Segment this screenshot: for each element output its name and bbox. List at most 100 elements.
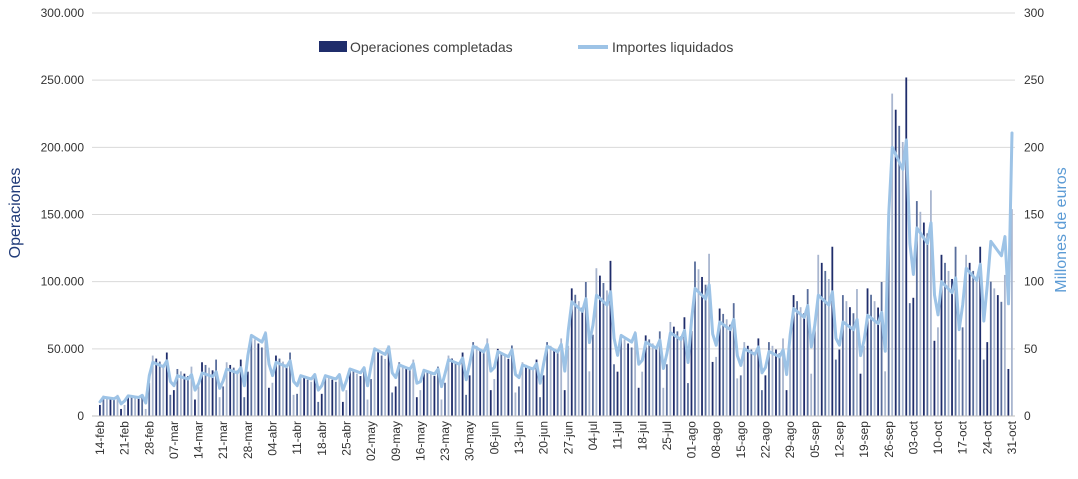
bar <box>852 313 855 416</box>
x-tick-label: 16-may <box>413 421 427 461</box>
bar <box>426 371 429 416</box>
bar <box>757 338 760 416</box>
bar <box>641 371 644 416</box>
bar <box>595 268 598 416</box>
bar <box>778 353 781 416</box>
x-tick-label: 04-abr <box>266 421 280 456</box>
bar <box>989 281 992 416</box>
bar <box>834 359 837 416</box>
bar <box>398 362 401 416</box>
bar <box>201 362 203 416</box>
bar <box>510 345 513 416</box>
bar <box>782 338 784 416</box>
bar <box>440 399 443 416</box>
x-tick-label: 14-mar <box>192 421 206 459</box>
bar <box>563 390 566 416</box>
bar <box>475 345 478 416</box>
bar <box>701 276 703 416</box>
bar <box>926 233 929 416</box>
bar <box>602 283 605 416</box>
bar <box>194 399 196 416</box>
bar <box>528 367 531 416</box>
bar <box>387 345 390 416</box>
bar <box>937 327 939 416</box>
bar <box>468 375 471 416</box>
bar <box>169 394 172 416</box>
left-axis-ticks: 0 50.000 100.000 150.000 200.000 250.000 300.0… <box>41 6 85 423</box>
left-tick-label: 0 <box>77 409 84 423</box>
bar <box>577 301 580 416</box>
bar <box>317 401 320 416</box>
bar <box>901 141 904 416</box>
bar <box>887 238 890 416</box>
x-tick-label: 13-jun <box>512 421 526 454</box>
bar <box>961 327 964 416</box>
bar <box>444 382 446 416</box>
bar <box>824 270 827 416</box>
x-tick-label: 22-ago <box>759 421 773 459</box>
bar <box>127 395 129 416</box>
x-tick-label: 09-may <box>389 421 403 461</box>
bar <box>120 408 122 416</box>
x-axis-ticks: 14-feb 21-feb 28-feb 07-mar 14-mar 21-mar 28-m… <box>93 420 1019 461</box>
bar <box>190 366 193 416</box>
bar <box>144 408 147 416</box>
bar <box>521 362 524 416</box>
bar <box>106 396 108 416</box>
bar <box>553 349 556 416</box>
right-tick-label: 200 <box>1024 140 1044 154</box>
x-tick-label: 10-oct <box>931 420 945 454</box>
bar <box>356 373 358 416</box>
bar <box>546 342 548 416</box>
bar <box>736 378 739 416</box>
bar <box>768 342 770 416</box>
bar <box>806 289 809 416</box>
right-tick-label: 0 <box>1024 409 1031 423</box>
left-tick-label: 100.000 <box>41 275 85 289</box>
bar <box>327 377 330 416</box>
bar <box>891 93 894 416</box>
bar <box>687 383 689 416</box>
bar <box>651 343 654 416</box>
bar <box>373 348 376 416</box>
right-axis-ticks: 0 50 100 150 200 250 300 <box>1024 6 1044 423</box>
bar <box>965 254 968 416</box>
bar <box>518 386 520 416</box>
bar <box>799 307 802 416</box>
bar <box>609 260 612 416</box>
bar <box>539 397 541 416</box>
x-tick-label: 26-sep <box>882 421 896 458</box>
bar <box>644 335 647 416</box>
bar <box>810 373 813 416</box>
bar <box>986 342 989 416</box>
bar <box>704 284 707 416</box>
bar <box>116 394 119 416</box>
bar <box>250 335 253 416</box>
bar <box>722 313 725 416</box>
x-tick-label: 28-mar <box>241 421 255 459</box>
bar <box>419 390 422 416</box>
bar-series <box>99 77 1013 416</box>
bar <box>366 399 369 416</box>
bar <box>370 379 372 416</box>
x-tick-label: 14-feb <box>93 421 107 455</box>
bar <box>204 364 207 416</box>
x-tick-label: 20-jun <box>537 421 551 454</box>
bar <box>954 246 957 416</box>
bar <box>489 390 492 416</box>
bar <box>187 376 189 416</box>
x-tick-label: 27-jun <box>561 421 575 454</box>
right-tick-label: 50 <box>1024 342 1038 356</box>
bar <box>179 371 182 416</box>
bar <box>866 288 869 416</box>
bar <box>271 382 274 416</box>
bar <box>243 397 246 416</box>
right-tick-label: 300 <box>1024 6 1044 20</box>
bar <box>764 375 767 416</box>
bar <box>570 288 573 416</box>
bar <box>218 397 221 416</box>
bar <box>922 222 925 416</box>
bar <box>715 356 718 416</box>
bar <box>841 295 844 416</box>
